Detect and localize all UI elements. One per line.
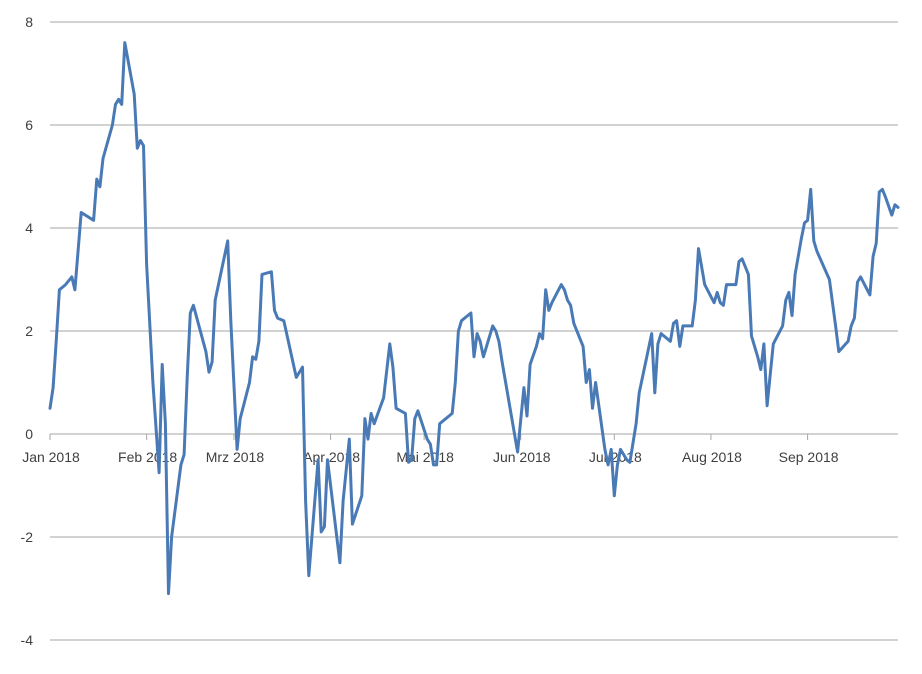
y-axis-tick-labels: -4 -2 0 2 4 6 8 bbox=[21, 14, 34, 648]
series-line-1 bbox=[48, 41, 900, 596]
y-tick-label: 4 bbox=[25, 220, 33, 236]
gridlines bbox=[50, 21, 898, 641]
series-layer bbox=[48, 41, 900, 596]
y-tick-label: -2 bbox=[21, 529, 34, 545]
x-tick-label: Jun 2018 bbox=[493, 449, 551, 465]
y-tick-label: 6 bbox=[25, 117, 33, 133]
y-tick-label: 2 bbox=[25, 323, 33, 339]
x-tick-label: Jan 2018 bbox=[22, 449, 80, 465]
y-tick-label: -4 bbox=[21, 632, 34, 648]
y-tick-label: 0 bbox=[25, 426, 33, 442]
x-tick-label: Feb 2018 bbox=[118, 449, 177, 465]
x-tick-label: Jul 2018 bbox=[589, 449, 642, 465]
x-axis bbox=[49, 433, 898, 440]
x-tick-label: Mrz 2018 bbox=[206, 449, 265, 465]
x-axis-tick-labels: Jan 2018 Feb 2018 Mrz 2018 Apr 2018 Mai 2018… bbox=[22, 449, 839, 465]
x-tick-label: Mai 2018 bbox=[396, 449, 454, 465]
x-tick-label: Sep 2018 bbox=[779, 449, 839, 465]
x-tick-label: Aug 2018 bbox=[682, 449, 742, 465]
y-tick-label: 8 bbox=[25, 14, 33, 30]
